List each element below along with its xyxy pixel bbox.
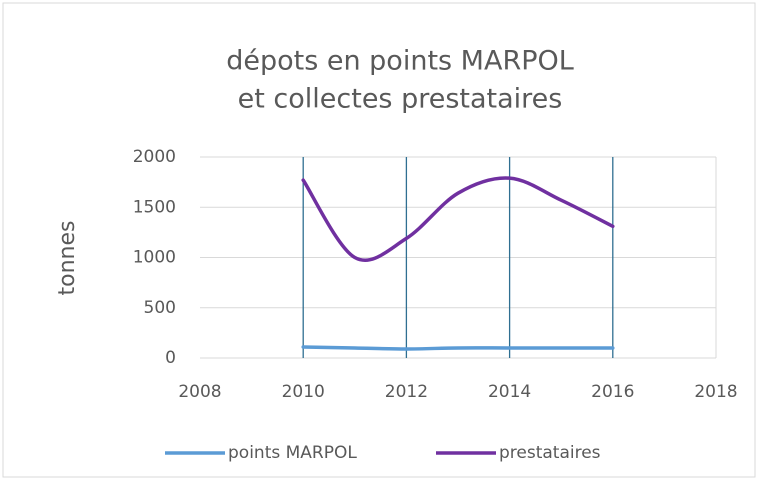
x-tick-label: 2014 <box>488 382 531 402</box>
y-tick-label: 2000 <box>133 147 176 167</box>
line-series <box>301 345 615 351</box>
y-tick-label: 500 <box>144 298 176 318</box>
legend-label: prestataires <box>499 443 601 463</box>
chart-border <box>2 2 756 478</box>
chart-title: et collectes prestataires <box>238 84 563 115</box>
y-axis-label: tonnes <box>55 221 80 296</box>
legend-label: points MARPOL <box>228 443 357 463</box>
line-series <box>301 176 615 262</box>
x-tick-label: 2018 <box>694 382 737 402</box>
chart-title: dépots en points MARPOL <box>226 46 574 77</box>
y-tick-label: 1500 <box>133 197 176 217</box>
x-tick-label: 2008 <box>178 382 221 402</box>
x-tick-label: 2016 <box>591 382 634 402</box>
y-tick-label: 1000 <box>133 248 176 268</box>
x-tick-label: 2012 <box>385 382 428 402</box>
y-tick-label: 0 <box>165 348 176 368</box>
x-tick-label: 2010 <box>282 382 325 402</box>
